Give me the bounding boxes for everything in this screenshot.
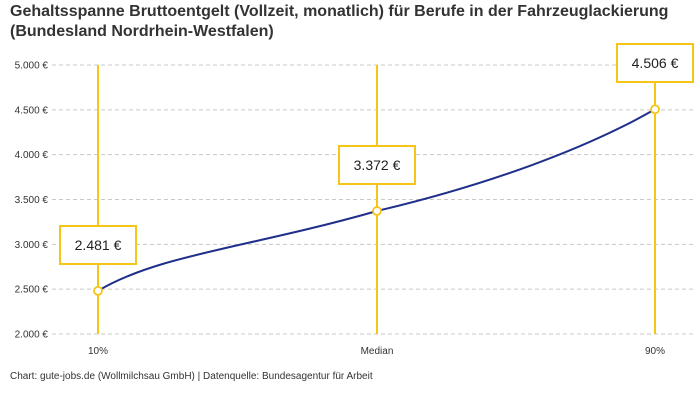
x-axis-ticks: 10% Median 90% (88, 346, 665, 357)
value-label: 3.372 € (354, 157, 401, 173)
value-callout: 4.506 € (616, 43, 694, 83)
data-point (650, 104, 660, 115)
data-point (93, 285, 103, 296)
value-callout: 2.481 € (59, 225, 137, 265)
value-callout: 3.372 € (338, 145, 416, 185)
x-tick-label: 10% (88, 346, 108, 357)
gridlines (52, 64, 693, 335)
chart-footer: Chart: gute-jobs.de (Wollmilchsau GmbH) … (10, 371, 373, 382)
y-tick-label: 3.000 € (15, 240, 49, 251)
y-tick-label: 3.500 € (15, 195, 49, 206)
callout-box (616, 43, 694, 83)
y-tick-label: 4.000 € (15, 150, 49, 161)
data-points (93, 104, 660, 296)
y-tick-label: 2.500 € (15, 285, 49, 296)
x-tick-label: 90% (645, 346, 665, 357)
x-tick-label: Median (361, 346, 394, 357)
y-axis-ticks: 2.000 € 2.500 € 3.000 € 3.500 € 4.000 € 4.500… (15, 61, 49, 341)
value-label: 2.481 € (75, 237, 122, 253)
callout-box (59, 225, 137, 265)
y-tick-label: 4.500 € (15, 105, 49, 116)
value-label: 4.506 € (632, 55, 679, 71)
chart-title: Gehaltsspanne Bruttoentgelt (Vollzeit, m… (10, 3, 669, 40)
value-callouts: 2.481 € 3.372 € 4.506 € (59, 43, 694, 265)
y-tick-label: 2.000 € (15, 330, 49, 341)
callout-box (338, 145, 416, 185)
data-point (372, 206, 382, 216)
y-tick-label: 5.000 € (15, 61, 49, 72)
